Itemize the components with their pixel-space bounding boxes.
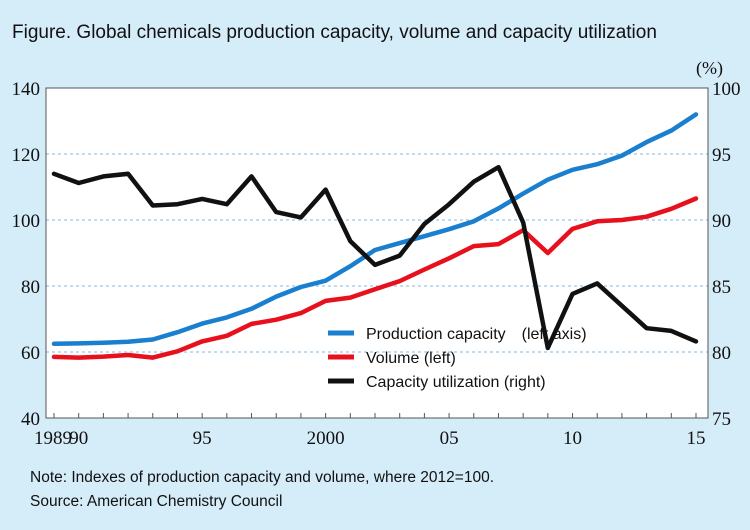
series-line <box>51 112 699 347</box>
left-tick-label: 60 <box>21 343 40 364</box>
right-axis-labels: 75 80 85 90 95 100 <box>712 79 741 430</box>
legend: Production capacity (left axis) Volume (l… <box>328 326 587 391</box>
left-tick-label: 100 <box>12 211 41 232</box>
left-tick-label: 40 <box>21 409 40 430</box>
right-tick-label: 80 <box>712 343 731 364</box>
series-lines <box>51 112 699 360</box>
legend-label: Production capacity (left axis) <box>366 326 587 343</box>
plot-frame <box>45 87 709 419</box>
right-tick-label: 75 <box>712 409 731 430</box>
x-axis-ticks <box>53 413 697 418</box>
x-tick-label: 1989 <box>34 428 72 449</box>
left-axis-labels: 40 60 80 100 120 140 <box>12 79 41 430</box>
x-tick-label: 05 <box>440 428 459 449</box>
left-tick-label: 120 <box>12 145 41 166</box>
x-tick-label: 10 <box>563 428 582 449</box>
series-line <box>51 196 699 360</box>
chart-note: Note: Indexes of production capacity and… <box>30 469 495 486</box>
chart-title: Figure. Global chemicals production capa… <box>12 22 657 43</box>
chart-source: Source: American Chemistry Council <box>30 493 283 510</box>
legend-label: Capacity utilization (right) <box>366 374 546 391</box>
x-tick-label: 2000 <box>307 428 345 449</box>
right-tick-label: 95 <box>712 145 731 166</box>
series-line <box>51 164 699 351</box>
plot-area <box>46 88 708 418</box>
chart-note-block: Note: Indexes of production capacity and… <box>30 466 494 514</box>
x-tick-label: 15 <box>687 428 706 449</box>
left-tick-label: 140 <box>12 79 41 100</box>
x-tick-label: 90 <box>69 428 88 449</box>
right-tick-label: 90 <box>712 211 731 232</box>
gridlines <box>46 153 708 353</box>
x-tick-label: 95 <box>193 428 212 449</box>
legend-label: Volume (left) <box>366 350 456 367</box>
left-tick-label: 80 <box>21 277 40 298</box>
right-tick-label: 85 <box>712 277 731 298</box>
right-axis-unit: (%) <box>696 58 723 79</box>
right-tick-label: 100 <box>712 79 741 100</box>
